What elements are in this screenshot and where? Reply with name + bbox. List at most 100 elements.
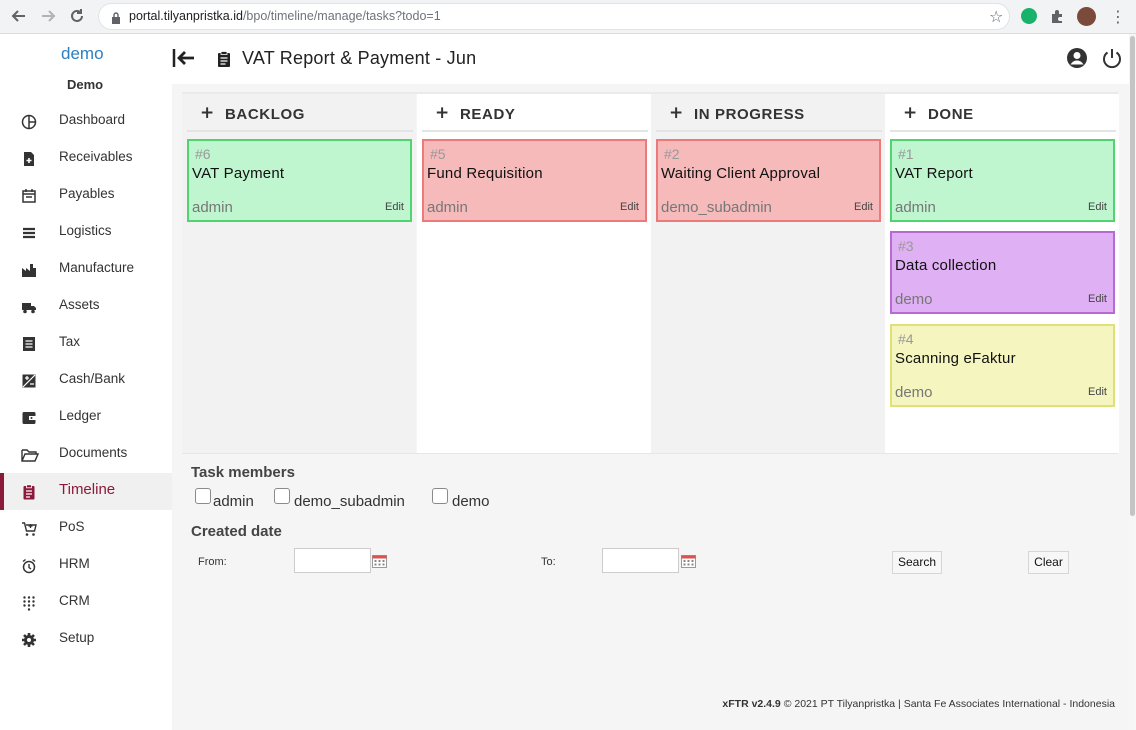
to-date-input[interactable]: [602, 548, 679, 573]
task-card[interactable]: #6 VAT Payment admin Edit: [187, 139, 412, 222]
sidebar-item-label: Receivables: [59, 149, 133, 164]
cart-icon: [21, 521, 37, 537]
edit-task-link[interactable]: Edit: [620, 201, 639, 213]
board-divider: [182, 92, 1118, 94]
column-ready: + READY #5 Fund Requisition admin Edit: [417, 94, 651, 453]
edit-task-link[interactable]: Edit: [1088, 201, 1107, 213]
member-checkbox-admin[interactable]: [195, 488, 211, 504]
sidebar-item-setup[interactable]: Setup: [0, 621, 172, 658]
sidebar-item-documents[interactable]: Documents: [0, 436, 172, 473]
grammarly-extension-icon[interactable]: [1021, 8, 1037, 24]
sidebar-item-ledger[interactable]: Ledger: [0, 399, 172, 436]
task-owner: demo_subadmin: [661, 199, 772, 216]
sidebar-item-logistics[interactable]: Logistics: [0, 214, 172, 251]
scrollbar-thumb[interactable]: [1130, 36, 1135, 516]
task-title: Fund Requisition: [427, 165, 543, 182]
task-owner: demo: [895, 291, 933, 308]
lock-icon: [111, 10, 121, 24]
column-title: BACKLOG: [225, 106, 306, 123]
task-owner: admin: [427, 199, 468, 216]
calendar-icon: [21, 188, 37, 204]
sidebar-item-label: Manufacture: [59, 260, 135, 275]
sidebar-item-pos[interactable]: PoS: [0, 510, 172, 547]
sidebar-item-cash-bank[interactable]: Cash/Bank: [0, 362, 172, 399]
column-header: + DONE: [890, 94, 1116, 132]
alarm-icon: [21, 558, 37, 574]
forward-icon[interactable]: [40, 8, 56, 28]
calendar-icon[interactable]: [681, 553, 696, 568]
back-icon[interactable]: [11, 8, 27, 28]
sidebar-item-assets[interactable]: Assets: [0, 288, 172, 325]
sidebar-item-label: Documents: [59, 445, 128, 460]
task-title: Waiting Client Approval: [661, 165, 821, 182]
edit-task-link[interactable]: Edit: [1088, 293, 1107, 305]
task-card[interactable]: #5 Fund Requisition admin Edit: [422, 139, 647, 222]
collapse-sidebar-icon[interactable]: [172, 47, 198, 69]
created-date-label: Created date: [191, 523, 282, 540]
task-card[interactable]: #2 Waiting Client Approval demo_subadmin…: [656, 139, 881, 222]
bookmark-star-icon[interactable]: ☆: [989, 7, 1004, 26]
profile-avatar[interactable]: [1077, 7, 1096, 26]
from-date-input[interactable]: [294, 548, 371, 573]
reload-icon[interactable]: [69, 8, 85, 28]
add-task-button[interactable]: +: [669, 103, 684, 123]
add-task-button[interactable]: +: [200, 103, 215, 123]
browser-menu-icon[interactable]: ⋮: [1110, 7, 1126, 26]
column-title: IN PROGRESS: [694, 106, 805, 123]
column-done: + DONE #1 VAT Report admin Edit #3 Data …: [885, 94, 1119, 453]
task-members-label: Task members: [191, 464, 295, 481]
calendar-icon[interactable]: [372, 553, 387, 568]
sidebar-item-label: Assets: [59, 297, 100, 312]
task-card[interactable]: #1 VAT Report admin Edit: [890, 139, 1115, 222]
column-backlog: + BACKLOG #6 VAT Payment admin Edit: [182, 94, 416, 453]
sidebar-item-label: HRM: [59, 556, 90, 571]
file-plus-icon: [21, 151, 37, 167]
sidebar-item-tax[interactable]: Tax: [0, 325, 172, 362]
sidebar-item-payables[interactable]: Payables: [0, 177, 172, 214]
browser-toolbar: portal.tilyanpristka.id/bpo/timeline/man…: [0, 0, 1136, 34]
copyright-text: © 2021 PT Tilyanpristka | Santa Fe Assoc…: [783, 698, 1115, 710]
task-card[interactable]: #4 Scanning eFaktur demo Edit: [890, 324, 1115, 407]
task-number: #4: [898, 331, 914, 347]
brand-name[interactable]: demo: [61, 44, 104, 63]
power-icon[interactable]: [1101, 47, 1123, 69]
url-path: /bpo/timeline/manage/tasks?todo=1: [242, 9, 441, 23]
account-circle-icon[interactable]: [1066, 47, 1088, 69]
task-filters: Task members admin demo_subadmin demo Cr…: [182, 453, 1118, 713]
address-bar[interactable]: portal.tilyanpristka.id/bpo/timeline/man…: [98, 3, 1010, 30]
task-owner: demo: [895, 384, 933, 401]
sidebar-item-label: Payables: [59, 186, 115, 201]
column-title: DONE: [928, 106, 974, 123]
edit-task-link[interactable]: Edit: [1088, 386, 1107, 398]
sidebar-item-dashboard[interactable]: Dashboard: [0, 103, 172, 140]
sidebar-item-receivables[interactable]: Receivables: [0, 140, 172, 177]
app-version: xFTR v2.4.9: [722, 698, 781, 710]
task-card[interactable]: #3 Data collection demo Edit: [890, 231, 1115, 314]
sidebar-item-timeline[interactable]: Timeline: [0, 473, 172, 510]
sidebar-item-label: CRM: [59, 593, 90, 608]
sidebar-item-hrm[interactable]: HRM: [0, 547, 172, 584]
column-title: READY: [460, 106, 516, 123]
sidebar-item-manufacture[interactable]: Manufacture: [0, 251, 172, 288]
sidebar-item-label: Timeline: [59, 481, 116, 498]
main-content: + BACKLOG #6 VAT Payment admin Edit + RE…: [172, 84, 1136, 730]
task-title: Data collection: [895, 257, 997, 274]
edit-task-link[interactable]: Edit: [385, 201, 404, 213]
page-header: VAT Report & Payment - Jun: [172, 34, 1136, 84]
member-label: admin: [213, 493, 254, 510]
sidebar-item-label: Ledger: [59, 408, 102, 423]
sidebar-item-crm[interactable]: CRM: [0, 584, 172, 621]
column-header: + BACKLOG: [187, 94, 413, 132]
puzzle-extensions-icon[interactable]: [1049, 8, 1065, 24]
member-checkbox-demo[interactable]: [432, 488, 448, 504]
add-task-button[interactable]: +: [903, 103, 918, 123]
add-task-button[interactable]: +: [435, 103, 450, 123]
sidebar-item-label: Cash/Bank: [59, 371, 126, 386]
list-icon: [21, 225, 37, 241]
clear-button[interactable]: Clear: [1028, 551, 1069, 574]
edit-task-link[interactable]: Edit: [854, 201, 873, 213]
member-checkbox-demo-subadmin[interactable]: [274, 488, 290, 504]
sidebar-item-label: Dashboard: [59, 112, 126, 127]
sidebar-item-label: PoS: [59, 519, 85, 534]
search-button[interactable]: Search: [892, 551, 942, 574]
